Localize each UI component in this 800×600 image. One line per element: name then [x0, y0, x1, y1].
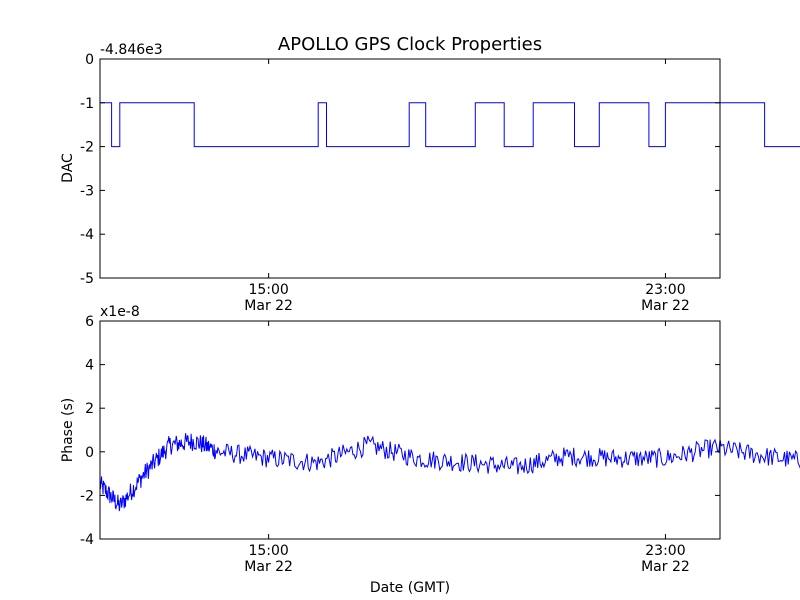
phase-y-tick-label: -2	[80, 488, 94, 504]
phase-series-line	[99, 433, 800, 512]
phase-axes-frame	[99, 320, 721, 540]
phase-y-tick-label: 0	[85, 445, 94, 461]
dac-y-tick-label: -3	[80, 183, 94, 199]
phase-y-tick-label: 6	[85, 314, 94, 330]
dac-y-ticks: 0 -1 -2 -3 -4 -5	[80, 52, 720, 287]
dac-series-line	[100, 102, 800, 148]
x-axis-label: Date (GMT)	[370, 580, 450, 596]
dac-x-tick-time: 23:00	[645, 282, 685, 298]
dac-axes-frame	[99, 58, 721, 279]
phase-y-tick-label: 2	[85, 401, 94, 417]
phase-x-tick-time: 23:00	[645, 543, 685, 559]
phase-y-axis-label: Phase (s)	[60, 398, 76, 462]
dac-x-tick-time: 15:00	[248, 282, 288, 298]
phase-y-ticks: 6 4 2 0 -2 -4	[80, 314, 720, 548]
phase-x-tick-date: Mar 22	[641, 559, 690, 575]
dac-y-tick-label: -2	[80, 140, 94, 156]
dac-y-tick-label: -5	[80, 271, 94, 287]
dac-y-tick-label: 0	[85, 52, 94, 68]
phase-x-tick-date: Mar 22	[244, 559, 293, 575]
dac-y-tick-label: -4	[80, 227, 94, 243]
dac-y-axis-label: DAC	[60, 153, 76, 183]
phase-x-tick-time: 15:00	[248, 543, 288, 559]
phase-y-tick-label: -4	[80, 532, 94, 548]
chart-title: APOLLO GPS Clock Properties	[278, 34, 542, 55]
dac-offset-label: -4.846e3	[100, 42, 163, 58]
dac-x-tick-date: Mar 22	[641, 298, 690, 314]
dac-x-tick-date: Mar 22	[244, 298, 293, 314]
phase-offset-label: x1e-8	[100, 304, 140, 320]
dac-y-tick-label: -1	[80, 96, 94, 112]
phase-y-tick-label: 4	[85, 358, 94, 374]
